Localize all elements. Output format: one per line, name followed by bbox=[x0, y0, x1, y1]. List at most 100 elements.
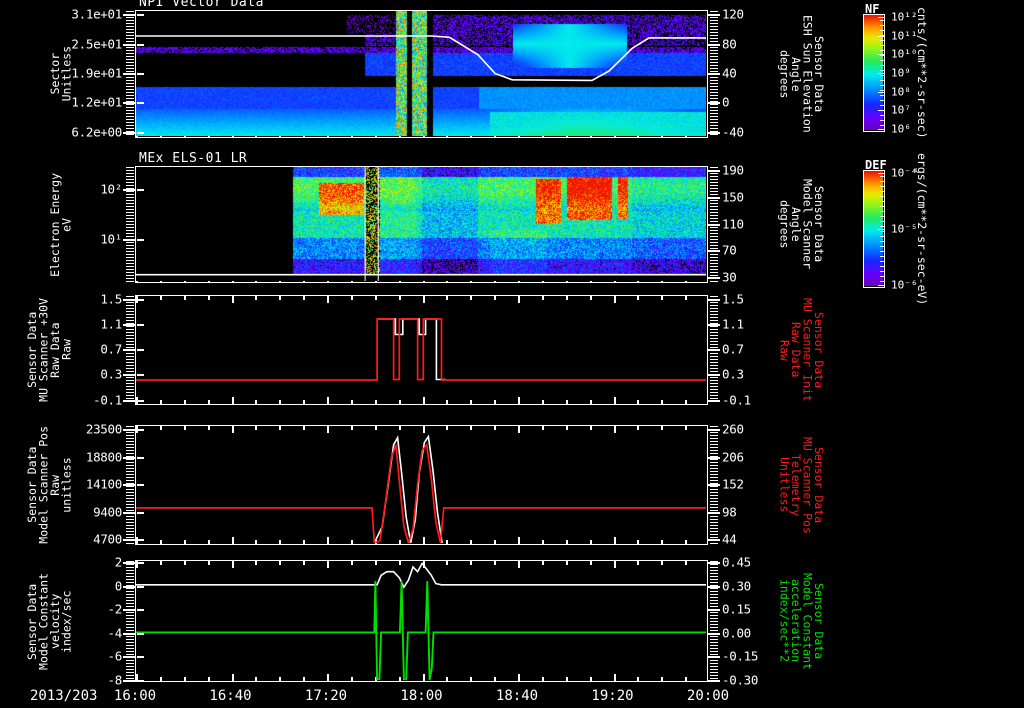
y-minor-tick bbox=[709, 368, 718, 370]
x-minor-tick bbox=[160, 561, 162, 565]
model-scanner-angle-trace bbox=[136, 167, 706, 281]
y-minor-tick bbox=[126, 53, 134, 55]
x-minor-tick bbox=[446, 561, 448, 565]
y-minor-tick bbox=[126, 83, 134, 85]
y-minor-tick bbox=[126, 110, 134, 112]
y-minor-tick bbox=[126, 95, 134, 97]
x-minor-tick bbox=[685, 426, 687, 430]
axis-label-right-mu-scanner-30v-raw: Sensor Data MU Scanner Init Raw Data Raw bbox=[778, 295, 868, 405]
x-minor-tick bbox=[470, 296, 472, 300]
y-minor-tick bbox=[126, 365, 134, 367]
y-minor-tick bbox=[126, 528, 134, 530]
x-minor-tick bbox=[303, 296, 305, 300]
y-minor-tick bbox=[709, 269, 718, 271]
x-tick bbox=[614, 674, 616, 681]
panel-mu-scanner-30v-raw bbox=[135, 295, 708, 405]
y-minor-tick bbox=[709, 477, 718, 479]
y-minor-tick bbox=[709, 26, 718, 28]
x-minor-tick bbox=[590, 296, 592, 300]
x-tick bbox=[614, 537, 616, 544]
y-minor-tick bbox=[126, 173, 134, 175]
y-minor-tick bbox=[709, 669, 718, 671]
x-minor-tick bbox=[637, 561, 639, 565]
y-minor-tick bbox=[126, 344, 134, 346]
y-minor-tick bbox=[709, 492, 718, 494]
y-tick-label-right: 98 bbox=[722, 504, 737, 520]
y-minor-tick bbox=[709, 359, 718, 361]
y-minor-tick bbox=[126, 260, 134, 262]
y-minor-tick bbox=[709, 65, 718, 67]
npi-spectrogram-canvas bbox=[136, 11, 706, 136]
x-minor-tick bbox=[184, 677, 186, 681]
y-minor-tick bbox=[126, 185, 134, 187]
y-minor-tick bbox=[709, 56, 718, 58]
y-minor-tick bbox=[126, 272, 134, 274]
y-tick-label-left: 1.9e+01 bbox=[71, 65, 122, 81]
y-tick-label-left: -8 bbox=[107, 672, 123, 688]
y-major-tick-left bbox=[123, 44, 135, 46]
y-minor-tick bbox=[709, 68, 718, 70]
y-minor-tick bbox=[709, 188, 718, 190]
y-major-tick-right bbox=[708, 609, 720, 611]
x-tick bbox=[327, 537, 329, 544]
y-minor-tick bbox=[126, 266, 134, 268]
y-minor-tick bbox=[126, 669, 134, 671]
x-minor-tick bbox=[470, 677, 472, 681]
colorbar-minor-tick bbox=[880, 55, 884, 56]
axis-label-right-text: Sensor Data MU Scanner Init Raw Data Raw bbox=[777, 298, 827, 402]
colorbar-tick-label: 10⁻⁵ bbox=[891, 222, 918, 236]
y-major-tick-right bbox=[708, 277, 720, 279]
x-minor-tick bbox=[184, 296, 186, 300]
y-minor-tick bbox=[126, 359, 134, 361]
y-major-tick-right bbox=[708, 656, 720, 658]
x-minor-tick bbox=[494, 561, 496, 565]
y-minor-tick bbox=[709, 468, 718, 470]
y-minor-tick bbox=[709, 119, 718, 121]
x-minor-tick bbox=[637, 677, 639, 681]
x-minor-tick bbox=[351, 296, 353, 300]
y-minor-tick bbox=[709, 630, 718, 632]
y-minor-tick bbox=[709, 432, 718, 434]
y-minor-tick bbox=[126, 194, 134, 196]
colorbar-minor-tick bbox=[880, 35, 884, 36]
y-major-tick-inner bbox=[136, 680, 144, 682]
y-minor-tick bbox=[709, 296, 718, 298]
y-minor-tick bbox=[126, 191, 134, 193]
y-minor-tick bbox=[126, 543, 134, 545]
y-minor-tick bbox=[709, 344, 718, 346]
y-minor-tick bbox=[709, 47, 718, 49]
colorbar-minor-tick bbox=[880, 276, 884, 277]
y-minor-tick bbox=[709, 582, 718, 584]
y-minor-tick bbox=[126, 426, 134, 428]
y-minor-ladder-left bbox=[125, 560, 135, 682]
colorbar-minor-tick bbox=[880, 75, 884, 76]
y-minor-tick bbox=[709, 245, 718, 247]
y-tick-label-left: -0.1 bbox=[93, 392, 122, 407]
colorbar-tick-label: 10¹² bbox=[891, 10, 918, 24]
colorbar-minor-tick bbox=[880, 60, 884, 61]
y-minor-tick bbox=[709, 86, 718, 88]
y-minor-tick bbox=[709, 314, 718, 316]
y-major-tick-left bbox=[123, 349, 135, 351]
colorbar-tick-label: 10⁶ bbox=[891, 122, 911, 136]
y-minor-tick bbox=[126, 453, 134, 455]
y-minor-tick bbox=[709, 516, 718, 518]
y-minor-tick bbox=[126, 23, 134, 25]
y-minor-tick bbox=[126, 368, 134, 370]
y-minor-tick bbox=[709, 254, 718, 256]
y-major-tick-right bbox=[708, 102, 720, 104]
y-minor-tick bbox=[709, 263, 718, 265]
y-minor-tick bbox=[709, 453, 718, 455]
colorbar-minor-tick bbox=[880, 105, 884, 106]
y-major-tick-inner bbox=[136, 484, 144, 486]
y-minor-tick bbox=[126, 495, 134, 497]
y-tick-label-left: 18800 bbox=[85, 449, 122, 465]
y-minor-tick bbox=[709, 11, 718, 13]
panel-model-scanner-pos-raw bbox=[135, 425, 708, 545]
y-minor-tick bbox=[709, 104, 718, 106]
y-tick-label-left: 10¹ bbox=[100, 231, 122, 247]
y-minor-tick bbox=[126, 80, 134, 82]
y-minor-tick bbox=[126, 654, 134, 656]
axis-label-left-text: Electron Energy eV bbox=[48, 172, 74, 277]
y-minor-tick bbox=[709, 474, 718, 476]
